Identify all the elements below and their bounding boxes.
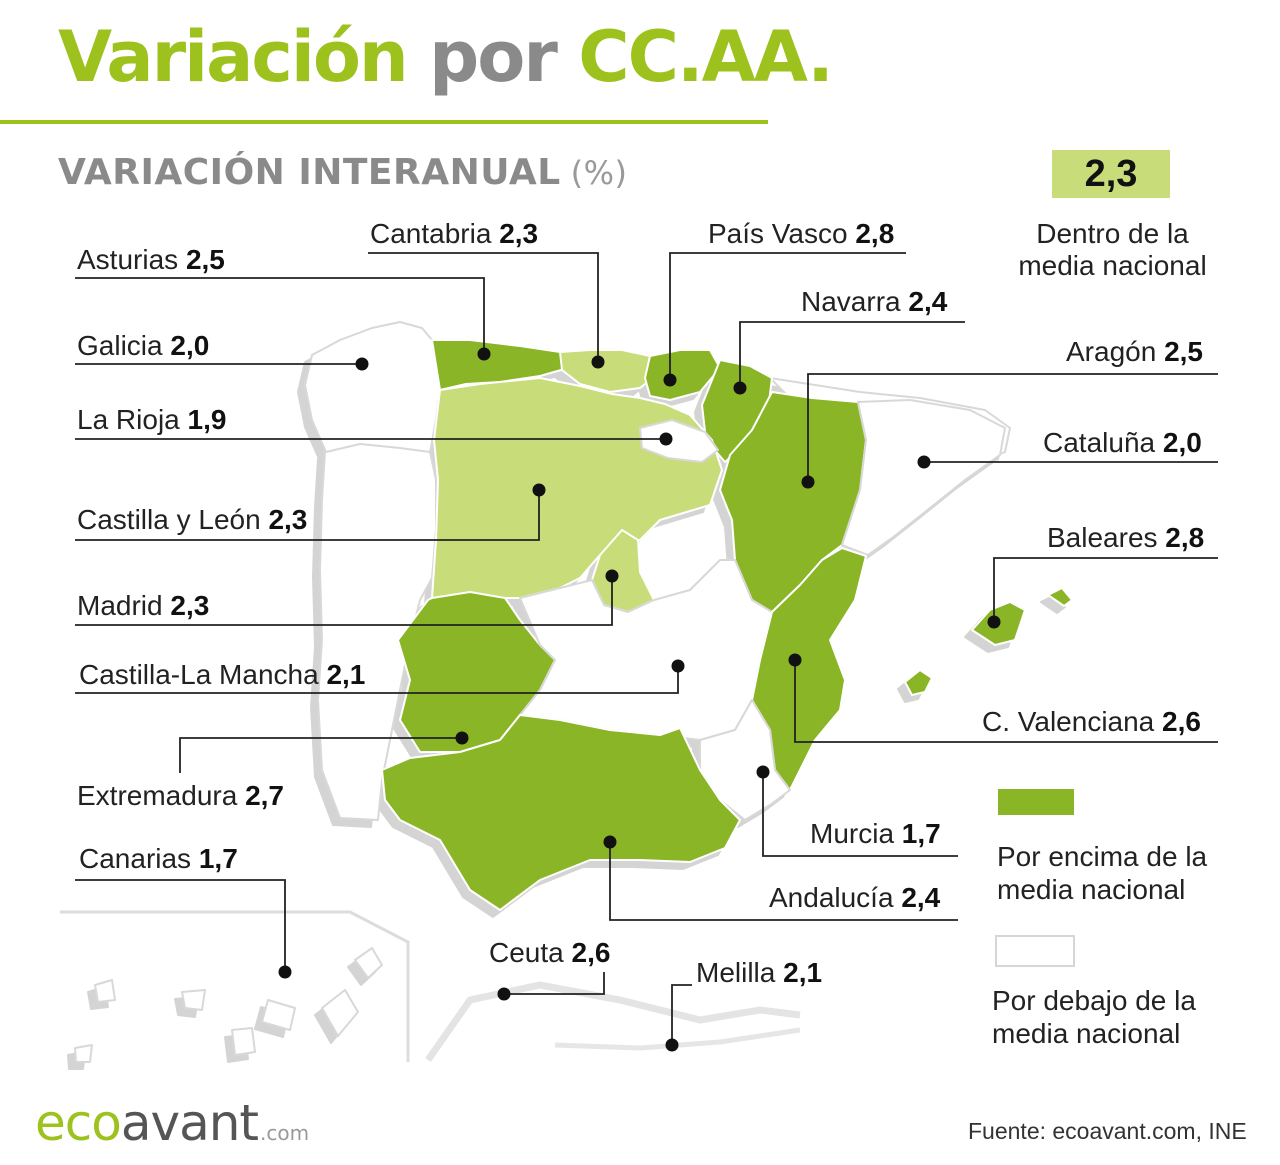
label-galicia: Galicia 2,0 xyxy=(77,330,210,361)
label-andalucia: Andalucía 2,4 xyxy=(769,882,941,913)
marker-galicia xyxy=(355,357,369,371)
marker-asturias xyxy=(477,347,491,361)
marker-madrid xyxy=(605,569,619,583)
region-andalucia xyxy=(381,714,741,911)
leader-pais-vasco xyxy=(669,252,906,380)
marker-cataluna xyxy=(917,455,931,469)
region-canarias-5 xyxy=(181,989,206,1011)
africa-coast-2 xyxy=(554,1027,801,1051)
leader-castilla-leon xyxy=(75,490,540,541)
ecoavant-logo: ecoavant .com xyxy=(35,1098,309,1148)
label-extremadura: Extremadura 2,7 xyxy=(77,780,285,811)
leader-aragon xyxy=(807,373,1218,482)
subtitle: VARIACIÓN INTERANUAL (%) xyxy=(58,152,628,193)
national-average-label: Dentro de la media nacional xyxy=(1018,218,1207,281)
region-pais-vasco xyxy=(644,349,721,401)
label-murcia: Murcia 1,7 xyxy=(810,818,941,849)
leader-baleares xyxy=(993,557,1218,622)
legend-above-label: Por encima de la media nacional xyxy=(997,841,1208,905)
marker-castilla-la-mancha xyxy=(671,659,685,673)
leader-melilla xyxy=(671,984,692,1045)
label-canarias: Canarias 1,7 xyxy=(79,843,238,874)
label-melilla: Melilla 2,1 xyxy=(696,957,823,988)
national-average-badge: 2,3 xyxy=(1052,150,1170,198)
marker-melilla xyxy=(665,1038,679,1052)
label-la-rioja: La Rioja 1,9 xyxy=(77,404,227,435)
region-canarias-3 xyxy=(261,999,296,1031)
leader-murcia xyxy=(762,772,958,857)
marker-aragon xyxy=(801,475,815,489)
subtitle-main: VARIACIÓN INTERANUAL xyxy=(58,152,561,193)
region-galicia xyxy=(304,321,441,453)
leader-extremadura xyxy=(179,737,462,773)
marker-cantabria xyxy=(591,355,605,369)
region-canarias-2 xyxy=(321,989,359,1037)
region-la-rioja xyxy=(639,419,719,463)
marker-c-valenciana xyxy=(788,653,802,667)
label-castilla-la-mancha: Castilla-La Mancha 2,1 xyxy=(79,659,366,690)
leader-lines xyxy=(75,252,1218,1045)
leader-ceuta xyxy=(504,972,605,995)
label-asturias: Asturias 2,5 xyxy=(77,244,225,275)
title-part-3: CC.AA. xyxy=(578,16,834,98)
logo-com: .com xyxy=(260,1121,310,1145)
region-baleares-menorca xyxy=(1047,587,1073,607)
marker-baleares xyxy=(987,615,1001,629)
marker-ceuta xyxy=(497,987,511,1001)
region-canarias-7 xyxy=(74,1044,93,1063)
africa-coast xyxy=(425,981,801,1063)
legend-below-label: Por debajo de la media nacional xyxy=(992,985,1196,1049)
marker-andalucia xyxy=(603,835,617,849)
label-pais-vasco: País Vasco 2,8 xyxy=(708,218,895,249)
subtitle-unit: (%) xyxy=(570,154,628,192)
title-part-1: Variación xyxy=(58,16,409,98)
region-canarias-6 xyxy=(94,979,116,1003)
marker-canarias xyxy=(278,965,292,979)
marker-castilla-leon xyxy=(532,483,546,497)
region-canarias-1 xyxy=(354,947,383,979)
label-aragon: Aragón 2,5 xyxy=(1066,336,1204,367)
title-part-2: por xyxy=(429,16,558,98)
region-castilla-leon xyxy=(431,377,723,599)
canarias-inset-frame xyxy=(60,910,410,1062)
title-underline xyxy=(0,120,768,124)
label-cataluna: Cataluña 2,0 xyxy=(1043,427,1202,458)
label-ceuta: Ceuta 2,6 xyxy=(489,937,611,968)
marker-murcia xyxy=(756,765,770,779)
label-c-valenciana: C. Valenciana 2,6 xyxy=(982,706,1201,737)
label-madrid: Madrid 2,3 xyxy=(77,590,210,621)
page-title: Variación por CC.AA. xyxy=(58,22,834,92)
legend-swatch-above xyxy=(998,789,1074,815)
legend-swatch-below xyxy=(995,935,1075,967)
region-markers xyxy=(278,347,1001,1052)
region-cataluna xyxy=(841,399,1006,556)
source-note: Fuente: ecoavant.com, INE xyxy=(968,1118,1247,1144)
marker-extremadura xyxy=(455,731,469,745)
label-cantabria: Cantabria 2,3 xyxy=(370,218,539,249)
marker-navarra xyxy=(733,381,747,395)
region-c-valenciana xyxy=(751,547,867,791)
leader-madrid xyxy=(75,576,613,626)
marker-la-rioja xyxy=(659,432,673,446)
label-navarra: Navarra 2,4 xyxy=(801,286,948,317)
region-canarias-4 xyxy=(231,1027,256,1056)
leader-c-valenciana xyxy=(794,660,1218,743)
leader-andalucia xyxy=(609,842,958,921)
leader-cantabria xyxy=(368,252,599,362)
label-castilla-leon: Castilla y León 2,3 xyxy=(77,504,308,535)
leader-asturias xyxy=(75,277,485,352)
region-portugal xyxy=(317,441,437,821)
region-asturias xyxy=(431,339,569,391)
logo-eco: eco xyxy=(35,1094,122,1152)
leader-castilla-la-mancha xyxy=(75,666,679,694)
region-baleares-ibiza xyxy=(904,669,933,696)
leader-canarias xyxy=(75,879,286,972)
leader-navarra xyxy=(739,321,965,388)
marker-pais-vasco xyxy=(663,373,677,387)
label-baleares: Baleares 2,8 xyxy=(1047,522,1205,553)
logo-avant: avant xyxy=(120,1094,259,1152)
